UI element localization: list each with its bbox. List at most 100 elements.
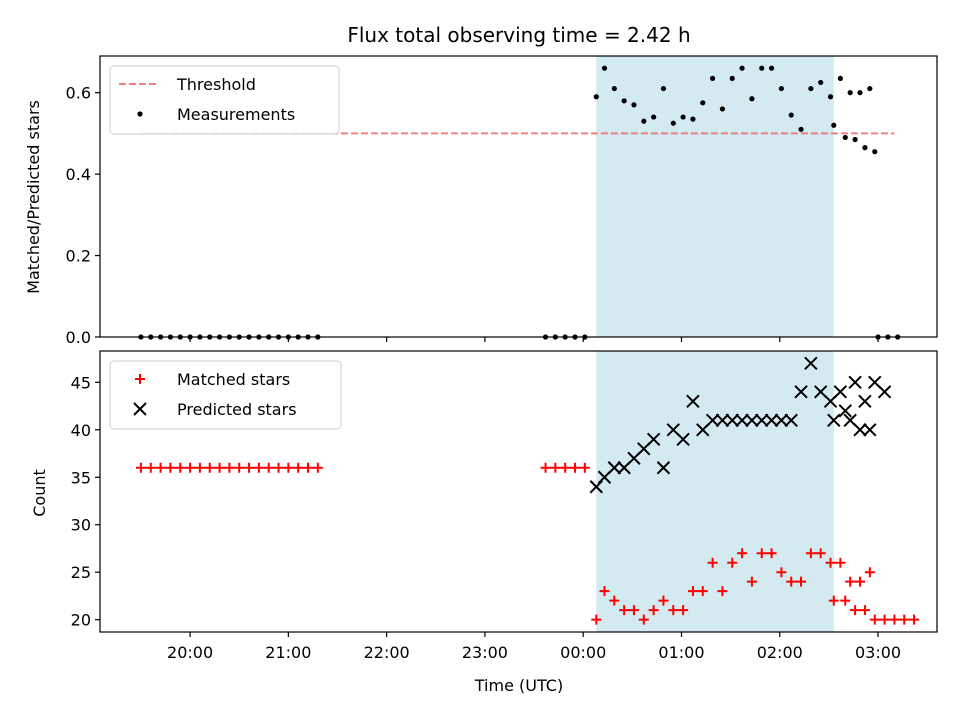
data-point (579, 462, 590, 473)
data-point (872, 149, 878, 155)
bottom-plot: 20 25 30 35 40 45 20:00 21:00 22:00 23:00 00:00 01:… (71, 350, 938, 662)
data-point (764, 413, 779, 428)
data-point (303, 462, 314, 473)
data-point (155, 462, 166, 473)
x-tick-label: 21:00 (265, 643, 311, 662)
data-point (848, 375, 862, 390)
data-point (591, 614, 602, 625)
data-point (909, 614, 920, 625)
data-point (641, 118, 647, 124)
data-point (788, 112, 794, 118)
data-point (855, 576, 866, 587)
data-point (768, 65, 775, 71)
data-point (869, 614, 880, 625)
x-tick-label: 00:00 (560, 643, 606, 662)
data-point (194, 462, 205, 473)
data-point (628, 605, 639, 616)
data-point (719, 106, 726, 112)
data-point (137, 111, 143, 117)
data-point (749, 96, 755, 102)
y-tick-label: 0.6 (66, 84, 91, 103)
legend-label: Threshold (176, 75, 256, 94)
data-point (670, 120, 676, 126)
data-point (253, 462, 264, 473)
data-point (858, 394, 872, 409)
data-point (676, 432, 690, 446)
x-axis-label: Time (UTC) (474, 676, 563, 695)
legend-box (109, 360, 342, 430)
data-point (678, 605, 689, 616)
top-plot: 0.0 0.2 0.4 0.6 Threshold Measurements (66, 55, 938, 347)
observing-interval-shade (596, 56, 834, 337)
data-point (778, 85, 784, 92)
data-point (717, 586, 728, 597)
data-point (727, 557, 738, 568)
data-point (755, 413, 769, 428)
data-point (862, 145, 868, 151)
data-point (601, 65, 608, 71)
data-point (845, 576, 856, 587)
data-point (697, 586, 708, 597)
data-point (786, 576, 797, 587)
data-point (835, 557, 846, 568)
data-point (609, 595, 620, 606)
data-point (739, 65, 745, 71)
x-tick-label: 01:00 (658, 643, 704, 662)
data-point (808, 85, 814, 92)
data-point (668, 605, 679, 616)
data-point (293, 462, 304, 473)
chart-title: Flux total observing time = 2.42 h (347, 23, 690, 47)
data-point (599, 586, 610, 597)
data-point (234, 462, 245, 473)
data-point (729, 75, 735, 81)
data-point (784, 413, 798, 428)
data-point (135, 462, 146, 473)
x-tick-label: 22:00 (364, 643, 410, 662)
data-point (660, 85, 667, 92)
data-point (651, 114, 657, 120)
data-point (827, 413, 841, 428)
x-tick-label: 02:00 (757, 643, 803, 662)
data-point (175, 462, 186, 473)
bottom-y-axis-label: Count (30, 469, 49, 517)
y-tick-label: 0.2 (66, 247, 91, 266)
y-tick-label: 0.0 (66, 328, 91, 347)
data-point (827, 94, 834, 100)
axes-frame (99, 350, 938, 633)
data-point (621, 98, 627, 104)
legend-box (109, 65, 340, 135)
data-point (214, 462, 225, 473)
data-point (774, 413, 789, 428)
data-point (570, 462, 581, 473)
data-point (850, 605, 861, 616)
data-point (847, 90, 853, 96)
data-point (593, 94, 599, 100)
data-point (805, 548, 816, 559)
y-tick-label: 20 (71, 611, 91, 630)
data-point (244, 462, 255, 473)
data-point (686, 394, 700, 409)
data-point (312, 462, 323, 473)
data-point (550, 462, 561, 473)
data-point (859, 605, 870, 616)
axes-frame (99, 55, 938, 338)
data-point (879, 614, 890, 625)
data-point (853, 423, 867, 437)
data-point (273, 462, 284, 473)
data-point (840, 595, 851, 606)
data-point (648, 605, 659, 616)
legend-label: Matched stars (177, 370, 290, 389)
data-point (656, 461, 671, 475)
data-point (825, 557, 836, 568)
data-point (838, 404, 852, 418)
y-tick-label: 40 (71, 421, 91, 440)
data-point (864, 567, 875, 578)
y-tick-label: 25 (71, 563, 91, 582)
data-point (133, 402, 147, 416)
data-point (715, 413, 730, 428)
data-point (756, 548, 767, 559)
data-point (798, 126, 804, 132)
data-point (690, 116, 696, 122)
y-tick-label: 0.4 (66, 165, 91, 184)
